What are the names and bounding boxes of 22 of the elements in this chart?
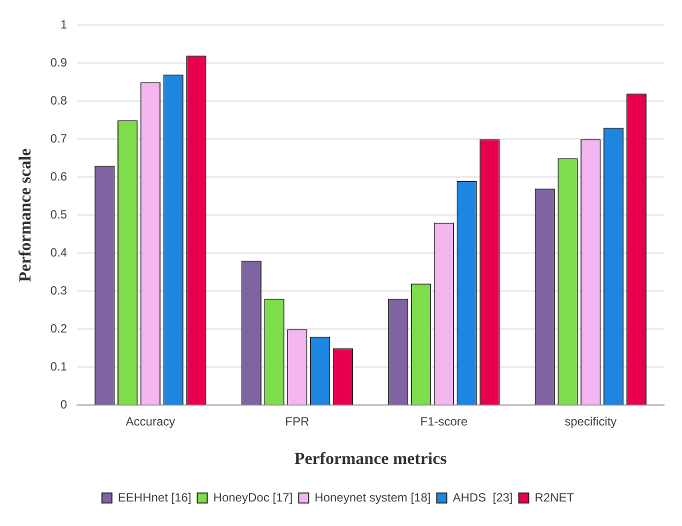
y-tick-label: 0.8 bbox=[50, 94, 68, 108]
y-tick-label: 0.3 bbox=[50, 284, 68, 298]
y-tick-label: 0.2 bbox=[50, 322, 68, 336]
y-tick-label: 0.7 bbox=[50, 132, 68, 146]
y-tick-label: 1 bbox=[60, 18, 68, 32]
legend-label: Honeynet system [18] bbox=[314, 490, 431, 504]
x-tick-label: F1-score bbox=[420, 414, 468, 429]
y-tick-label: 0.6 bbox=[50, 170, 68, 184]
y-tick-label: 0.5 bbox=[50, 208, 68, 222]
y-tick-label: 0.9 bbox=[50, 56, 68, 70]
legend-label: R2NET bbox=[534, 490, 575, 504]
y-tick-label: 0 bbox=[60, 398, 68, 412]
x-tick-label: FPR bbox=[285, 414, 310, 429]
legend-label: EEHHnet [16] bbox=[118, 490, 192, 504]
x-tick-label: specificity bbox=[564, 414, 617, 429]
y-axis-title: Performance scale bbox=[16, 148, 35, 282]
legend-label: AHDS [23] bbox=[452, 490, 513, 504]
legend-label: HoneyDoc [17] bbox=[213, 490, 293, 504]
x-tick-label: Accuracy bbox=[126, 414, 176, 429]
y-tick-label: 0.4 bbox=[50, 246, 68, 260]
y-tick-label: 0.1 bbox=[50, 360, 68, 374]
x-axis-title: Performance metrics bbox=[294, 449, 448, 468]
